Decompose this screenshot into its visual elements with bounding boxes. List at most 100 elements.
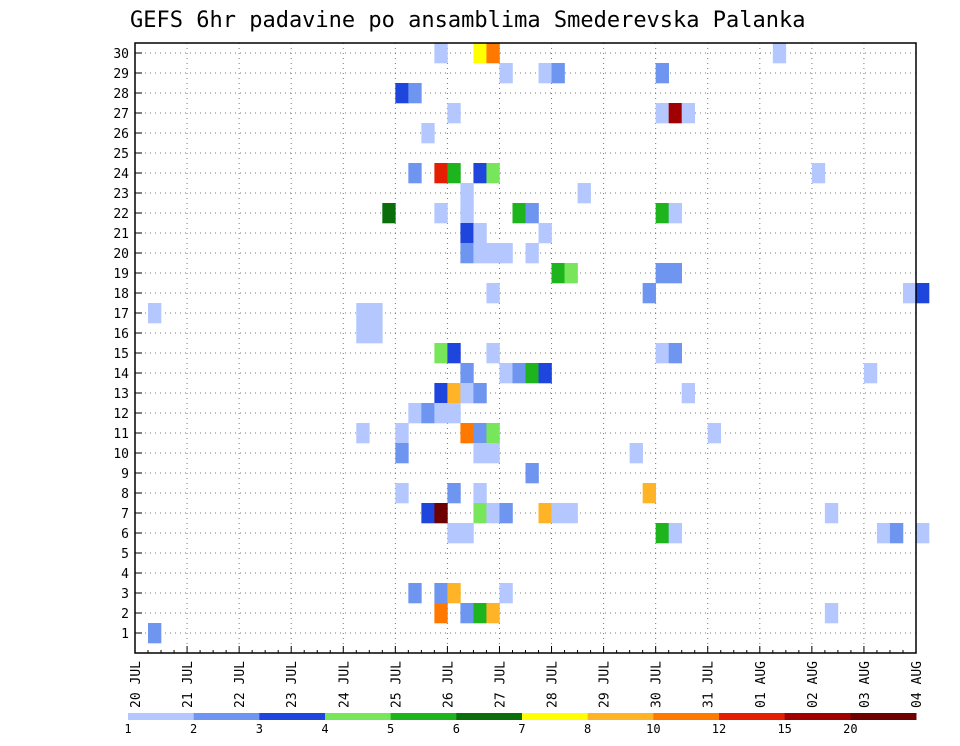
chart-title: GEFS 6hr padavine po ansamblima Smederev…	[130, 8, 806, 33]
x-tick-label: 31 JUL	[702, 661, 717, 708]
y-tick-label: 14	[113, 367, 129, 382]
x-tick-label: 28 JUL	[546, 661, 561, 708]
legend-swatch	[456, 713, 523, 720]
precip-cell	[668, 523, 682, 544]
precip-cell	[460, 383, 474, 404]
precip-cell	[486, 243, 500, 264]
precip-cell	[434, 43, 448, 64]
precip-cell	[538, 223, 552, 244]
precip-cell	[707, 423, 722, 444]
y-tick-label: 21	[113, 227, 129, 242]
precip-cell	[460, 223, 474, 244]
precip-cell	[148, 623, 162, 644]
y-tick-label: 28	[113, 87, 129, 102]
precip-cell	[668, 203, 682, 224]
y-tick-label: 3	[121, 587, 129, 602]
precip-cell	[473, 43, 487, 64]
precip-cell	[499, 503, 513, 524]
precip-cell	[824, 603, 839, 624]
precip-cell	[486, 283, 500, 304]
precip-cell	[473, 423, 487, 444]
precip-cell	[447, 483, 461, 504]
precip-cell	[473, 483, 487, 504]
precip-cell	[421, 123, 435, 144]
x-tick-label: 23 JUL	[285, 661, 300, 708]
precip-cell	[499, 243, 513, 264]
x-tick-label: 30 JUL	[650, 661, 665, 708]
precip-cell	[655, 263, 669, 284]
legend-label: 12	[712, 722, 726, 736]
precip-cell	[486, 343, 500, 364]
precip-cell	[681, 383, 696, 404]
precip-cell	[408, 83, 422, 104]
legend-swatch	[850, 713, 917, 720]
precip-cell	[460, 423, 474, 444]
precip-cell	[434, 403, 448, 424]
y-tick-label: 22	[113, 207, 129, 222]
precip-cell	[460, 363, 474, 384]
y-tick-label: 24	[113, 167, 129, 182]
precip-cell	[863, 363, 878, 384]
legend-label: 15	[777, 722, 791, 736]
y-tick-label: 18	[113, 287, 129, 302]
grid-lines	[135, 43, 916, 653]
legend-swatch	[653, 713, 720, 720]
y-tick-label: 7	[121, 507, 129, 522]
precip-cell	[525, 463, 539, 484]
precip-cell	[395, 83, 409, 104]
precip-cell	[486, 503, 500, 524]
legend-label: 20	[843, 722, 857, 736]
legend-label: 6	[453, 722, 460, 736]
x-axis-ticks: 20 JUL 21 JUL 22 JUL 23 JUL 24 JUL 25 JUL 26 J…	[129, 646, 925, 708]
precip-cell	[356, 303, 370, 324]
y-tick-label: 30	[113, 47, 129, 62]
precip-cell	[655, 203, 669, 224]
precip-cell	[447, 523, 461, 544]
precip-cell	[655, 63, 669, 84]
precip-cell	[421, 403, 435, 424]
y-tick-label: 26	[113, 127, 129, 142]
legend-swatch	[587, 713, 654, 720]
precip-cell	[356, 423, 370, 444]
precip-cell	[655, 103, 669, 124]
precip-cell	[356, 323, 370, 344]
precip-cell	[447, 103, 461, 124]
precip-cell	[512, 203, 526, 224]
y-tick-label: 20	[113, 247, 129, 262]
precip-cell	[668, 263, 682, 284]
precip-cell	[473, 163, 487, 184]
legend-label: 2	[190, 722, 197, 736]
precip-cell	[811, 163, 826, 184]
legend-swatch	[259, 713, 326, 720]
precip-cell	[486, 423, 500, 444]
y-tick-label: 23	[113, 187, 129, 202]
x-tick-label: 27 JUL	[493, 661, 508, 708]
legend-swatch	[390, 713, 457, 720]
x-tick-label: 29 JUL	[598, 661, 613, 708]
legend-label: 3	[256, 722, 263, 736]
y-tick-label: 8	[121, 487, 129, 502]
precip-cell	[512, 363, 526, 384]
precip-cell	[889, 523, 904, 544]
precip-cell	[460, 203, 474, 224]
precip-cell	[525, 243, 539, 264]
legend-label: 1	[124, 722, 131, 736]
precip-cell	[486, 163, 500, 184]
precip-cell	[668, 103, 682, 124]
precip-cell	[395, 443, 409, 464]
y-tick-label: 2	[121, 607, 129, 622]
x-tick-label: 21 JUL	[181, 661, 196, 708]
y-tick-label: 13	[113, 387, 129, 402]
precip-cell	[499, 583, 513, 604]
precip-cell	[434, 603, 448, 624]
precip-cell	[447, 583, 461, 604]
x-tick-label: 03 AUG	[858, 661, 873, 708]
y-tick-label: 4	[121, 567, 129, 582]
y-tick-label: 17	[113, 307, 129, 322]
y-tick-label: 15	[113, 347, 129, 362]
precip-cell	[447, 383, 461, 404]
precip-cell	[629, 443, 643, 464]
precip-cell	[902, 283, 917, 304]
precip-cell	[499, 63, 513, 84]
